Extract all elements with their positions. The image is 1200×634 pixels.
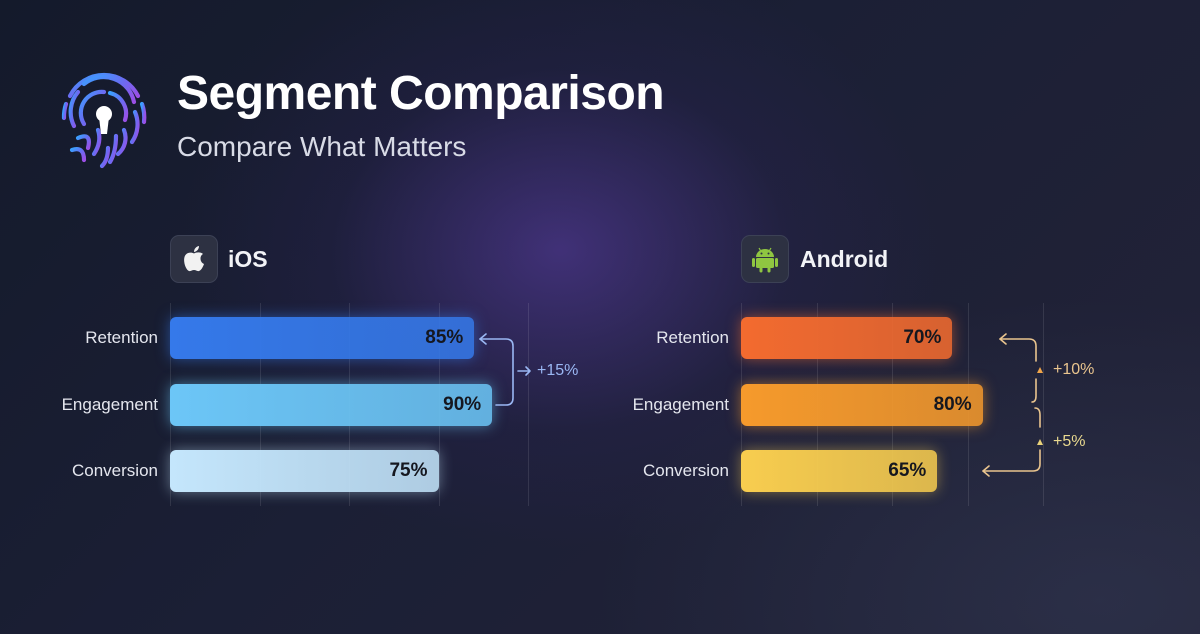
ios-retention-arrowhead	[479, 333, 487, 345]
android-conversion-arrowhead	[982, 465, 990, 477]
ios-bar-conversion: 75%	[170, 450, 439, 492]
android-icon	[752, 247, 778, 273]
ios-segment-label: iOS	[228, 246, 268, 272]
ios-delta-label: +15%	[537, 362, 579, 379]
android-value-label-retention: 70%	[903, 327, 942, 348]
fingerprint-lock-icon	[61, 72, 147, 169]
android-retention-bracket	[999, 338, 1037, 403]
apple-icon	[184, 246, 204, 272]
ios-value-label-engagement: 90%	[443, 394, 482, 415]
android-category-label-engagement: Engagement	[632, 395, 729, 414]
android-value-label-conversion: 65%	[888, 460, 927, 481]
page-subtitle: Compare What Matters	[177, 131, 467, 162]
android-segment-label: Android	[800, 246, 889, 272]
ios-delta-arrow	[517, 366, 531, 376]
android-retention-arrowhead	[999, 333, 1007, 345]
android-conversion-delta-label: +5%	[1053, 433, 1086, 450]
ios-category-label-conversion: Conversion	[72, 461, 158, 480]
page-title: Segment Comparison	[177, 67, 665, 120]
ios-value-label-conversion: 75%	[389, 460, 428, 481]
ios-bar-engagement: 90%	[170, 384, 493, 426]
android-retention-delta-triangle	[1037, 367, 1043, 373]
android-category-label-conversion: Conversion	[643, 461, 729, 480]
ios-retention-bracket	[479, 338, 514, 406]
ios-category-label-engagement: Engagement	[61, 395, 158, 414]
ios-category-label-retention: Retention	[85, 328, 158, 347]
ios-grid-line	[528, 303, 529, 506]
android-category-label-retention: Retention	[656, 328, 729, 347]
ios-segment-badge	[170, 235, 218, 283]
android-value-label-engagement: 80%	[933, 394, 972, 415]
android-segment-badge	[741, 235, 789, 283]
android-bar-conversion: 65%	[741, 450, 938, 492]
android-retention-delta-label: +10%	[1053, 361, 1095, 378]
ios-bar-retention: 85%	[170, 317, 475, 359]
ios-value-label-retention: 85%	[425, 327, 464, 348]
android-bar-retention: 70%	[741, 317, 953, 359]
android-bar-engagement: 80%	[741, 384, 983, 426]
android-conversion-delta-triangle	[1037, 439, 1043, 445]
android-grid-line	[1043, 303, 1044, 506]
android-conversion-bracket	[982, 407, 1041, 472]
